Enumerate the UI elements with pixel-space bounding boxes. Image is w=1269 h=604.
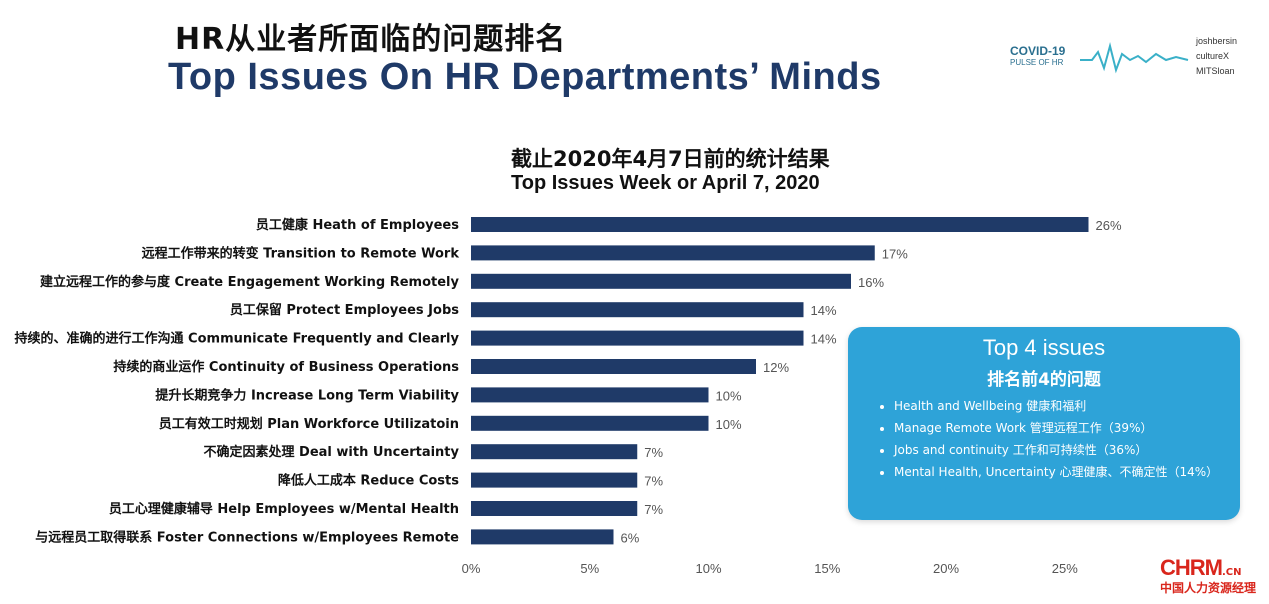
- callout-item: Health and Wellbeing 健康和福利: [894, 395, 1218, 417]
- callout-subtitle: 排名前4的问题: [987, 370, 1101, 390]
- page-title-en: Top Issues On HR Departments’ Minds: [168, 56, 882, 98]
- chrm-logo-subtext: 中国人力资源经理: [1160, 581, 1257, 595]
- category-label: 建立远程工作的参与度 Create Engagement Working Rem…: [40, 274, 460, 290]
- category-label: 员工保留 Protect Employees Jobs: [230, 302, 459, 318]
- bar: [471, 273, 851, 289]
- callout-item: Jobs and continuity 工作和可持续性（36%）: [894, 439, 1218, 461]
- pulse-wave-icon: [1080, 42, 1189, 74]
- covid-logo-subtext: PULSE OF HR: [1010, 58, 1064, 67]
- category-label: 不确定因素处理 Deal with Uncertainty: [204, 444, 460, 460]
- data-label: 14%: [811, 332, 837, 347]
- category-label: 与远程员工取得联系 Foster Connections w/Employees…: [35, 529, 459, 545]
- bar: [471, 444, 638, 460]
- chrm-brand-logo: CHRM.CN 中国人力资源经理: [1160, 555, 1260, 596]
- data-label: 7%: [644, 502, 663, 517]
- x-tick-label: 25%: [1052, 561, 1078, 576]
- bar: [471, 415, 709, 431]
- data-label: 16%: [858, 275, 884, 290]
- data-label: 26%: [1096, 218, 1122, 233]
- bar: [471, 217, 1089, 232]
- callout-item: Mental Health, Uncertainty 心理健康、不确定性（14%…: [894, 461, 1218, 483]
- chart-subtitle: Top Issues Week or April 7, 2020: [511, 172, 820, 194]
- bar: [471, 302, 804, 318]
- category-label: 员工健康 Heath of Employees: [256, 217, 459, 233]
- data-label: 10%: [716, 417, 742, 432]
- top-issues-callout: Top 4 issues 排名前4的问题 Health and Wellbein…: [848, 327, 1240, 520]
- data-label: 7%: [644, 474, 663, 489]
- covid-pulse-logo: COVID-19 PULSE OF HR: [1010, 40, 1195, 80]
- callout-item: Manage Remote Work 管理远程工作（39%）: [894, 417, 1218, 439]
- category-label: 持续的、准确的进行工作沟通 Communicate Frequently and…: [15, 331, 460, 347]
- bar: [471, 387, 709, 403]
- chart-title: 截止2020年4月7日前的统计结果: [511, 147, 830, 171]
- x-tick-label: 10%: [695, 561, 721, 576]
- category-label: 员工心理健康辅导 Help Employees w/Mental Health: [109, 501, 459, 517]
- bar: [471, 359, 756, 374]
- page-title-cn: HR从业者所面临的问题排名: [175, 22, 567, 57]
- data-label: 12%: [763, 360, 789, 375]
- partner-logo: cultureX: [1196, 51, 1230, 61]
- data-label: 17%: [882, 246, 908, 261]
- data-label: 14%: [811, 303, 837, 318]
- data-label: 6%: [621, 530, 640, 545]
- category-label: 远程工作带来的转变 Transition to Remote Work: [142, 245, 460, 261]
- bar: [471, 472, 638, 488]
- x-tick-label: 0%: [462, 561, 481, 576]
- chrm-logo-suffix: .CN: [1222, 567, 1242, 578]
- partner-logo: MITSloan: [1196, 66, 1235, 76]
- category-label: 持续的商业运作 Continuity of Business Operation…: [113, 359, 459, 375]
- bar: [471, 330, 804, 346]
- category-label: 员工有效工时规划 Plan Workforce Utilizatoin: [159, 416, 459, 432]
- category-label: 降低人工成本 Reduce Costs: [278, 473, 459, 489]
- category-label: 提升长期竞争力 Increase Long Term Viability: [155, 387, 459, 403]
- data-label: 10%: [716, 388, 742, 403]
- x-tick-label: 20%: [933, 561, 959, 576]
- x-tick-label: 15%: [814, 561, 840, 576]
- covid-logo-text: COVID-19: [1010, 44, 1066, 58]
- bar: [471, 245, 875, 261]
- partner-logos: joshbersin cultureX MITSloan: [1196, 34, 1237, 79]
- bar: [471, 529, 614, 545]
- data-label: 7%: [644, 445, 663, 460]
- bar: [471, 501, 638, 516]
- callout-list: Health and Wellbeing 健康和福利 Manage Remote…: [880, 395, 1218, 483]
- chrm-logo-text: CHRM: [1160, 555, 1223, 580]
- x-tick-label: 5%: [580, 561, 599, 576]
- callout-title: Top 4 issues: [982, 335, 1106, 360]
- partner-logo: joshbersin: [1196, 36, 1238, 46]
